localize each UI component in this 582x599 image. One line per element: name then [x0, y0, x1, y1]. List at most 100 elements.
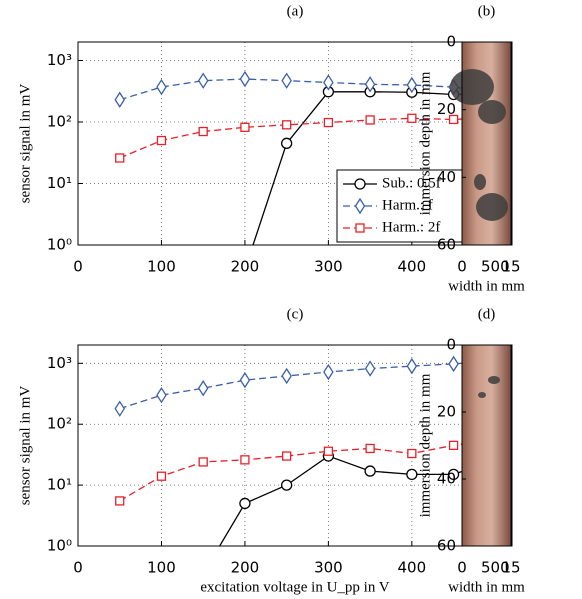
marker [323, 446, 334, 456]
plot-frame [77, 344, 513, 547]
marker [115, 153, 125, 163]
y-tick-label: 10² [47, 415, 72, 433]
legend-label: Harm.: f [382, 197, 433, 213]
marker [364, 76, 376, 93]
marker [197, 380, 209, 397]
marker [364, 360, 376, 377]
marker [156, 471, 167, 481]
marker [407, 113, 417, 123]
photo-patch [478, 100, 506, 124]
x-tick-label: 0 [73, 559, 83, 577]
y-tick-label: 10⁰ [47, 537, 72, 555]
y-axis-label: immersion depth in mm [417, 71, 433, 215]
marker [156, 386, 167, 404]
x-axis-label: width in mm [448, 278, 525, 294]
photo-frame [461, 41, 512, 246]
x-tick-label: 0 [73, 258, 83, 276]
y-tick-label: 10³ [47, 354, 72, 372]
marker [323, 363, 334, 381]
marker [281, 137, 293, 149]
photo-patch [488, 376, 500, 384]
panel-title: (a) [287, 3, 304, 19]
x-tick-label: 15 [501, 258, 520, 276]
x-tick-label: 500 [481, 258, 510, 276]
y-tick-label: 40 [437, 168, 456, 186]
marker [156, 78, 167, 96]
x-tick-label: 200 [231, 258, 260, 276]
x-tick-label: 400 [398, 258, 427, 276]
legend-label: Sub.: 0.5f [382, 175, 441, 191]
y-tick-label: 0 [446, 33, 456, 51]
photo [462, 345, 511, 546]
marker [323, 74, 334, 91]
series-line [119, 116, 496, 159]
series-line [119, 437, 496, 502]
y-tick-label: 20 [437, 100, 456, 118]
marker [198, 569, 208, 579]
marker [406, 76, 418, 94]
marker [448, 114, 459, 125]
legend-marker [354, 197, 366, 215]
y-tick-label: 10¹ [47, 476, 72, 494]
x-tick-label: 100 [147, 258, 176, 276]
photo-frame [461, 344, 512, 547]
marker [198, 457, 208, 467]
y-tick-label: 60 [437, 537, 456, 555]
marker [448, 440, 459, 450]
photo-patch [478, 392, 486, 398]
marker [115, 496, 125, 506]
marker [198, 126, 208, 137]
y-tick-label: 10² [47, 113, 72, 131]
marker [197, 72, 209, 89]
photo-patch [450, 69, 494, 105]
x-tick-label: 300 [314, 258, 343, 276]
series-line [218, 455, 496, 546]
marker [365, 443, 375, 454]
marker [281, 367, 292, 385]
x-axis-label: width in mm [448, 579, 525, 595]
marker [448, 355, 459, 373]
marker [407, 448, 417, 459]
y-tick-label: 10¹ [47, 174, 72, 192]
marker [365, 115, 375, 125]
x-tick-label: 400 [398, 559, 427, 577]
y-tick-label: 20 [437, 403, 456, 421]
panel-title: (d) [478, 306, 496, 322]
marker [114, 400, 126, 417]
photo-patch [474, 174, 486, 190]
y-axis-label: sensor signal in mV [17, 84, 33, 204]
x-axis-label: excitation voltage in U_pp in V [200, 579, 389, 595]
y-tick-label: 40 [437, 470, 456, 488]
y-axis-label: sensor signal in mV [17, 386, 33, 506]
marker [447, 468, 460, 481]
marker [282, 451, 292, 461]
y-tick-label: 10⁰ [47, 236, 72, 254]
marker [239, 371, 251, 389]
x-tick-label: 200 [231, 559, 260, 577]
marker [281, 72, 292, 89]
marker [114, 91, 126, 108]
marker [282, 120, 292, 130]
marker [281, 479, 293, 491]
plot-frame [77, 41, 513, 246]
panel-title: (c) [287, 306, 304, 322]
marker [240, 455, 250, 465]
photo-patch [476, 193, 508, 221]
marker [156, 135, 167, 146]
series-line [119, 360, 496, 410]
y-tick-label: 10³ [47, 51, 72, 69]
marker [240, 122, 250, 132]
x-tick-label: 0 [457, 559, 467, 577]
x-tick-label: 100 [147, 559, 176, 577]
x-tick-label: 500 [481, 559, 510, 577]
marker [323, 117, 334, 128]
y-tick-label: 0 [446, 336, 456, 354]
series-line [119, 78, 496, 101]
x-tick-label: 300 [314, 559, 343, 577]
plot-area [78, 345, 512, 546]
marker [406, 357, 418, 375]
y-tick-label: 60 [437, 236, 456, 254]
x-tick-label: 15 [501, 559, 520, 577]
x-tick-label: 0 [457, 258, 467, 276]
